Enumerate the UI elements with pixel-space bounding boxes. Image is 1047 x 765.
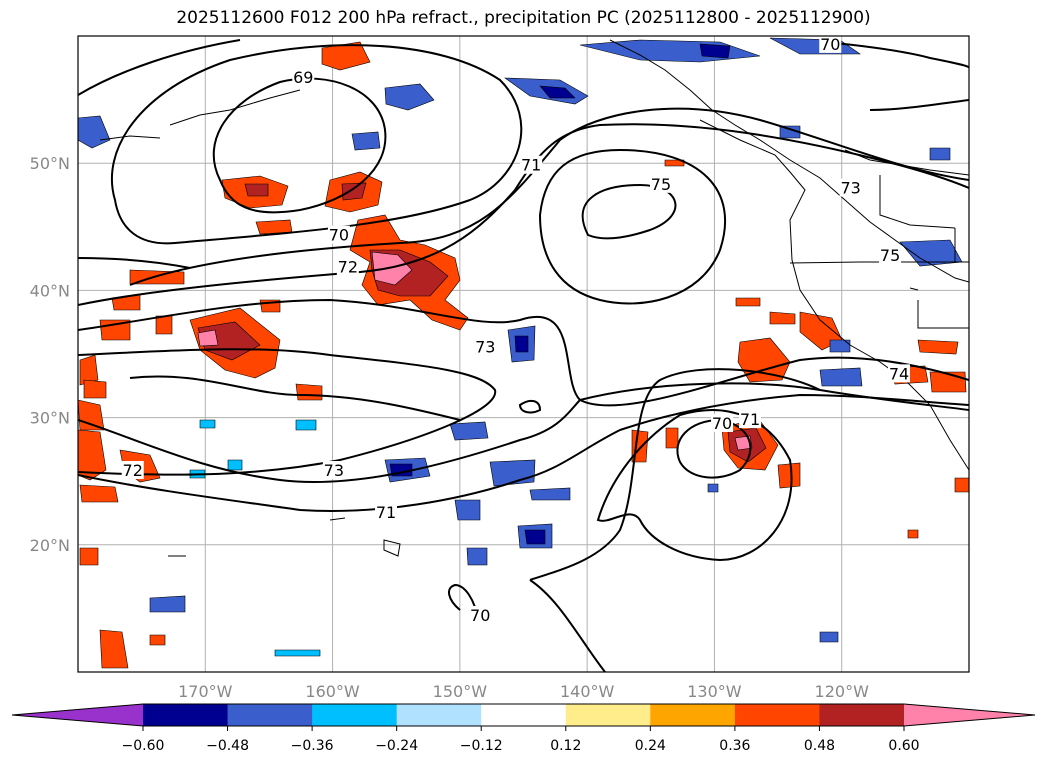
contour-label-background <box>121 461 144 480</box>
colorbar-tick-label: −0.36 <box>291 738 334 754</box>
contour-label-background <box>739 410 762 429</box>
contour-label: 71 <box>521 156 541 175</box>
colorbar-tick-label: 0.12 <box>550 738 581 754</box>
colorbar-segment <box>734 704 820 726</box>
contour-labels: 69 70 72 71 75 73 73 75 74 70 70 71 73 72 71 70 <box>121 35 910 625</box>
refractivity-contours <box>78 39 969 672</box>
contour-label: 71 <box>740 410 760 429</box>
island-coastlines <box>99 89 919 557</box>
colorbar-segment <box>481 704 567 726</box>
map-title: 2025112600 F012 200 hPa refract., precip… <box>176 8 871 28</box>
longitude-label: 170°W <box>178 682 233 701</box>
longitude-label: 120°W <box>815 682 870 701</box>
colorbar-extend-high <box>904 704 1035 726</box>
colorbar-tick-label: −0.24 <box>375 738 418 754</box>
contour-label-background <box>322 461 345 480</box>
colorbar <box>11 703 1036 727</box>
colorbar-extend-low <box>12 704 143 726</box>
contour-label-background <box>375 503 398 521</box>
contour-label-background <box>887 364 910 383</box>
colorbar-tick-label: 0.36 <box>719 738 750 754</box>
contour-label: 75 <box>880 246 900 265</box>
contour-label: 70 <box>820 35 840 54</box>
contour-label: 73 <box>475 338 495 357</box>
contour-label-background <box>292 67 315 86</box>
longitude-label: 130°W <box>687 682 742 701</box>
contour-label-background <box>819 36 842 53</box>
colorbar-segment <box>143 704 229 726</box>
contour-label-background <box>879 246 902 265</box>
latitude-labels: 50°N 40°N 30°N 20°N <box>30 154 70 555</box>
latitude-label: 20°N <box>30 536 70 555</box>
colorbar-tick-label: −0.48 <box>206 738 249 754</box>
contour-label-background <box>327 225 350 244</box>
contour-label-background <box>336 257 359 276</box>
colorbar-tick-label: 0.60 <box>888 738 919 754</box>
colorbar-segment <box>312 704 398 726</box>
contour-label: 74 <box>889 364 909 383</box>
colorbar-tick-label: 0.48 <box>804 738 835 754</box>
contour-label-background <box>520 155 543 174</box>
contour-label: 72 <box>123 461 143 480</box>
colorbar-segment <box>650 704 736 726</box>
contour-label: 70 <box>712 414 732 433</box>
contour-label: 73 <box>840 179 860 198</box>
colorbar-tick-label: −0.12 <box>460 738 503 754</box>
contour-label-background <box>711 413 734 432</box>
contour-label-background <box>839 178 862 197</box>
contour-label-background <box>474 337 497 356</box>
contour-label: 72 <box>338 258 358 277</box>
colorbar-segment <box>819 704 905 726</box>
longitude-label: 160°W <box>305 682 360 701</box>
contour-label-background <box>469 606 492 625</box>
colorbar-tick-label: −0.60 <box>122 738 165 754</box>
contour-label: 75 <box>651 175 671 194</box>
contour-label: 71 <box>376 503 396 522</box>
colorbar-segment <box>565 704 651 726</box>
colorbar-segment <box>227 704 313 726</box>
longitude-labels: 170°W 160°W 150°W 140°W 130°W 120°W <box>178 682 869 701</box>
colorbar-segment <box>396 704 482 726</box>
latitude-label: 40°N <box>30 281 70 300</box>
precip-shading <box>78 37 969 669</box>
map-frame <box>77 35 970 673</box>
contour-label: 73 <box>324 461 344 480</box>
contour-label: 70 <box>329 226 349 245</box>
colorbar-tick-labels: −0.60 −0.48 −0.36 −0.24 −0.12 0.12 0.24 0.36 0.4… <box>122 726 920 754</box>
contour-label: 70 <box>470 606 490 625</box>
latitude-label: 30°N <box>30 409 70 428</box>
contour-label: 69 <box>293 68 313 87</box>
precip-negative-region <box>78 37 963 657</box>
longitude-label: 150°W <box>433 682 488 701</box>
colorbar-tick-label: 0.24 <box>635 738 666 754</box>
longitude-label: 140°W <box>560 682 615 701</box>
latitude-label: 50°N <box>30 154 70 173</box>
contour-label-background <box>649 174 672 193</box>
